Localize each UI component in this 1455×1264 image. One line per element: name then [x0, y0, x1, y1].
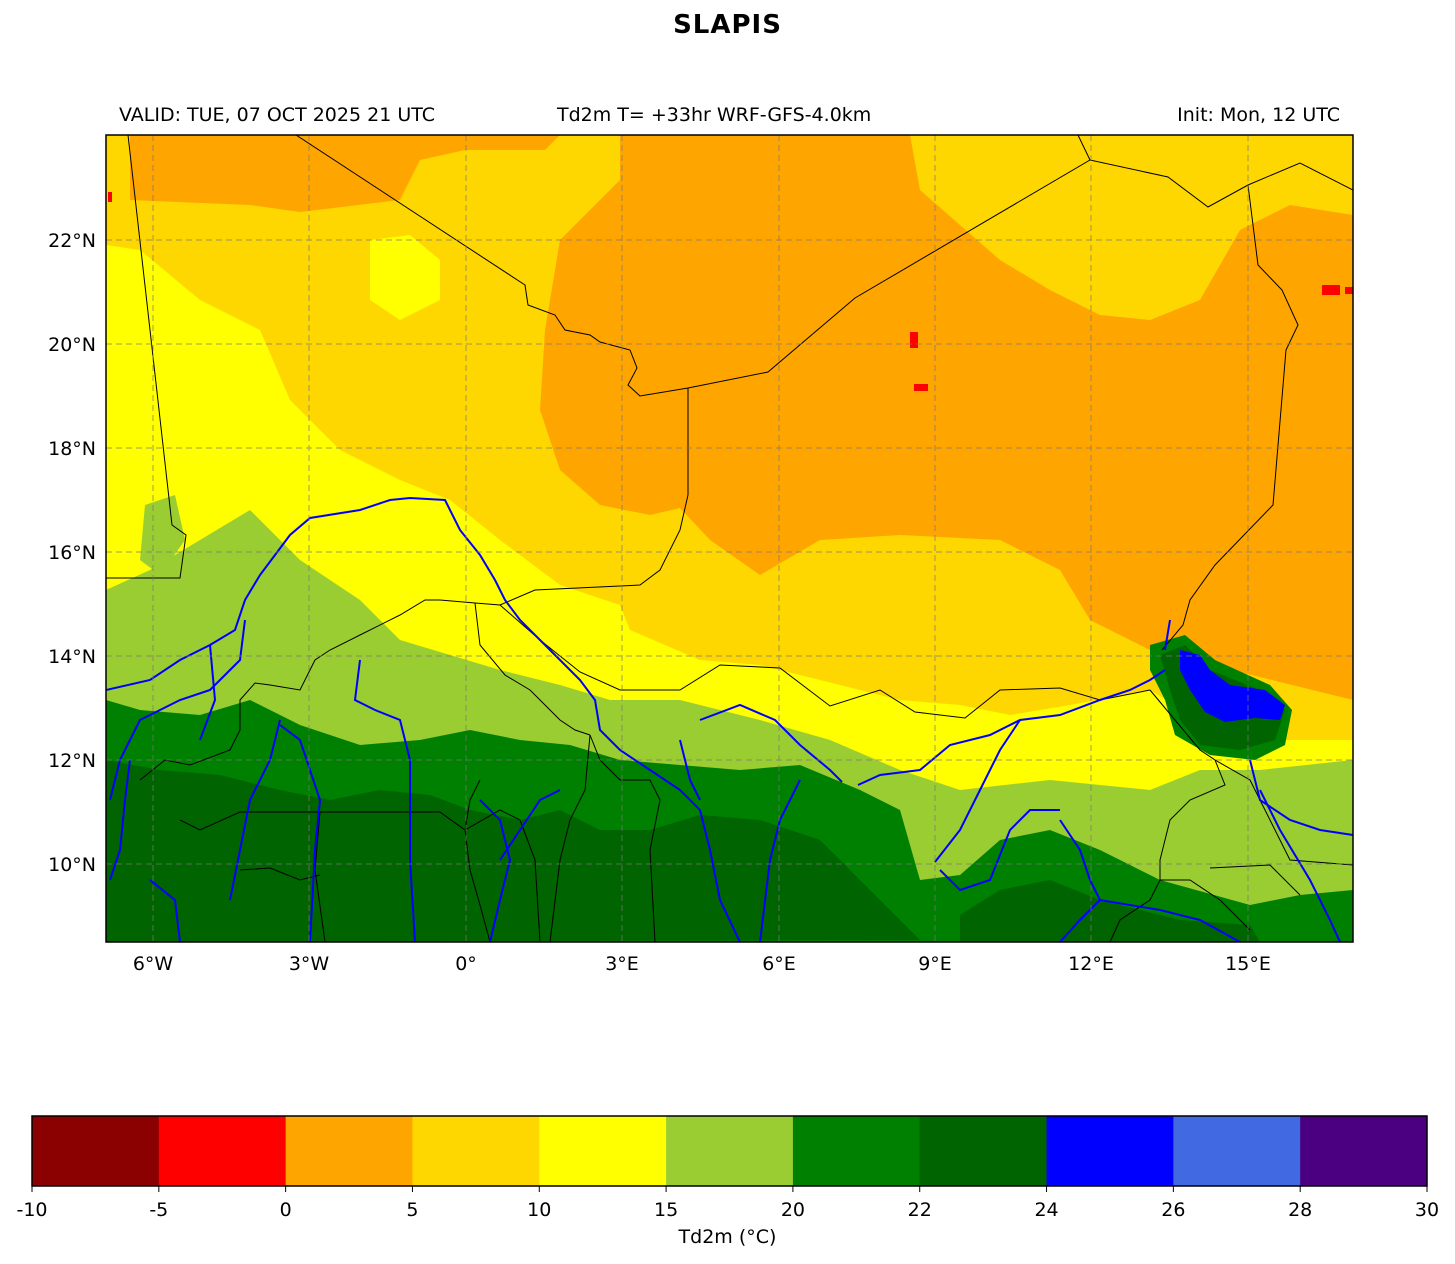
colorbar-segment — [666, 1116, 794, 1186]
lat-label: 20°N — [48, 334, 96, 356]
lon-label: 3°E — [605, 953, 639, 975]
valid-time-label: VALID: TUE, 07 OCT 2025 21 UTC — [119, 104, 435, 126]
field-description-label: Td2m T= +33hr WRF-GFS-4.0km — [557, 104, 872, 126]
colorbar-frame — [31, 1115, 1428, 1187]
colorbar-segment — [792, 1116, 921, 1186]
rivers — [106, 496, 1353, 942]
colorbar-segment — [919, 1116, 1048, 1186]
lat-label: 22°N — [48, 230, 96, 252]
colorbar-segment — [158, 1116, 287, 1186]
colorbar-tick-label: 10 — [527, 1199, 551, 1221]
colorbar-segment — [1300, 1116, 1428, 1186]
colorbar-tick-label: 15 — [654, 1199, 678, 1221]
colorbar-label: Td2m (°C) — [678, 1226, 777, 1248]
colorbar-tick-label: 0 — [280, 1199, 292, 1221]
colorbar-tick-label: 26 — [1161, 1199, 1185, 1221]
lat-label: 12°N — [48, 750, 96, 772]
colorbar-segment — [539, 1116, 667, 1186]
lat-label: 18°N — [48, 438, 96, 460]
lat-label: 10°N — [48, 854, 96, 876]
init-time-label: Init: Mon, 12 UTC — [1177, 104, 1340, 126]
country-borders — [106, 135, 1353, 942]
colorbar-tick-label: 5 — [406, 1199, 418, 1221]
colorbar-tick-label: -10 — [16, 1199, 47, 1221]
lat-label: 16°N — [48, 542, 96, 564]
lon-label: 0° — [455, 953, 477, 975]
colorbar-tick-label: 22 — [908, 1199, 932, 1221]
lon-label: 3°W — [289, 953, 330, 975]
colorbar-tick-label: 20 — [781, 1199, 805, 1221]
colorbar-segment — [285, 1116, 413, 1186]
colorbar-segment — [32, 1116, 160, 1186]
lon-label: 12°E — [1068, 953, 1114, 975]
lon-label: 6°E — [762, 953, 796, 975]
colorbar-tick-label: 24 — [1034, 1199, 1058, 1221]
map-gridlines — [106, 135, 1353, 942]
lon-label: 6°W — [133, 953, 174, 975]
dewpoint-field — [106, 135, 1353, 942]
colorbar-tick-label: 30 — [1415, 1199, 1439, 1221]
lat-label: 14°N — [48, 646, 96, 668]
colorbar-tick-label: 28 — [1288, 1199, 1312, 1221]
colorbar-segment — [1046, 1116, 1174, 1186]
colorbar-segment — [412, 1116, 540, 1186]
map-frame — [105, 134, 1354, 943]
figure-title: SLAPIS — [673, 10, 782, 40]
latitude-labels: 10°N 12°N 14°N 16°N 18°N 20°N 22°N — [48, 230, 96, 876]
colorbar-segment — [1173, 1116, 1301, 1186]
lon-label: 15°E — [1225, 953, 1271, 975]
longitude-labels: 6°W 3°W 0° 3°E 6°E 9°E 12°E 15°E — [133, 953, 1271, 975]
colorbar: -10 -5 0 5 10 15 20 22 24 26 28 30 — [16, 1115, 1439, 1221]
colorbar-tick-label: -5 — [149, 1199, 168, 1221]
lon-label: 9°E — [918, 953, 952, 975]
